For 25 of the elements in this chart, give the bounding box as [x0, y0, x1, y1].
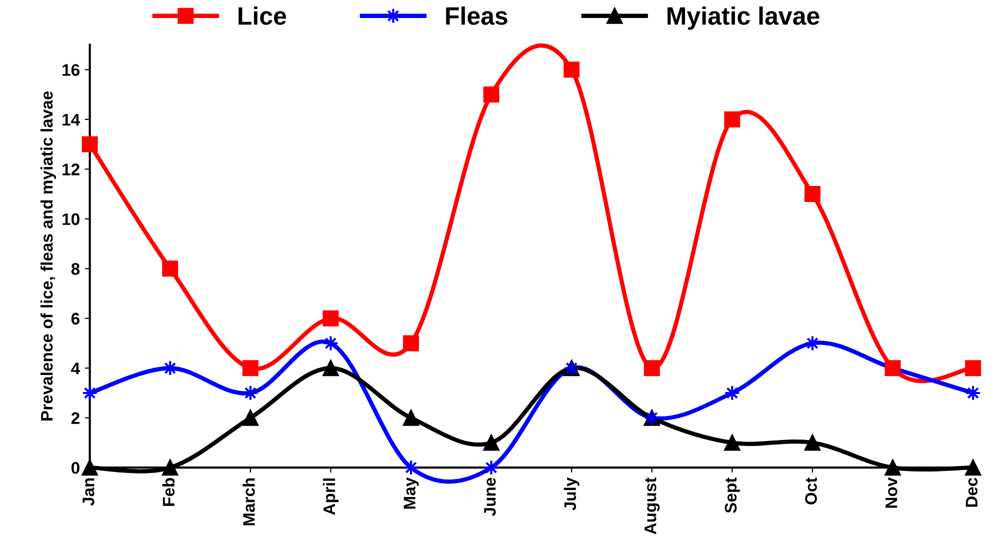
y-tick-label: 12 — [62, 164, 80, 176]
x-tick-label: July — [564, 477, 580, 510]
x-tick-label: Jan — [82, 478, 94, 506]
x-tick-label: Nov — [886, 477, 898, 508]
x-tick-label: August — [644, 478, 660, 534]
y-tick-label: 4 — [71, 362, 80, 374]
x-tick-label: April — [322, 478, 338, 515]
y-tick-label: 10 — [62, 213, 80, 226]
x-tick-label: Dec — [966, 478, 978, 507]
x-tick-label: Oct — [805, 478, 817, 504]
y-tick-label: 6 — [71, 312, 80, 325]
x-tick-label: Feb — [162, 478, 175, 506]
x-tick-label: May — [404, 477, 419, 509]
legend-label: Myiatic lavae — [668, 6, 820, 30]
x-tick-label: Sept — [724, 478, 740, 513]
legend-label: Fleas — [446, 6, 508, 25]
x-tick-label: June — [484, 478, 496, 516]
y-tick-label: 8 — [71, 263, 80, 275]
y-tick-label: 2 — [71, 412, 80, 424]
y-tick-label: 14 — [62, 114, 80, 126]
legend-label: Lice — [238, 6, 286, 25]
x-tick-label: March — [242, 478, 255, 526]
y-tick-label: 16 — [62, 64, 80, 76]
y-axis-title: Prevalence of lice, fleas and myiatic lavae — [40, 91, 56, 420]
y-tick-label: 0 — [71, 462, 80, 474]
